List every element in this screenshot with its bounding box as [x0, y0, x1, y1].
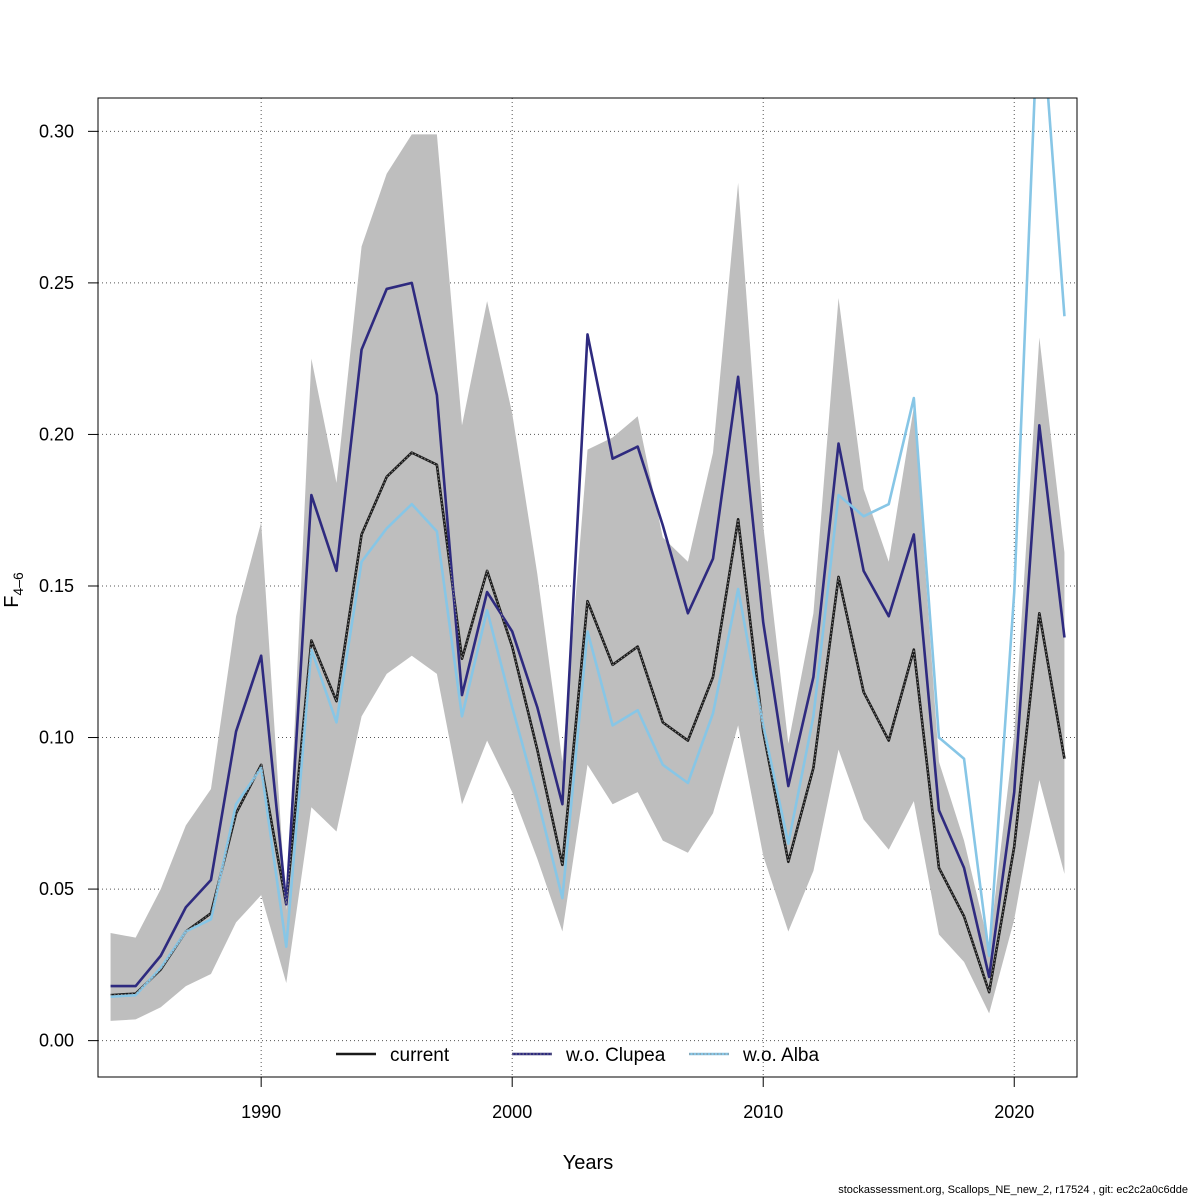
y-tick-label: 0.10 [39, 728, 74, 748]
legend-label: w.o. Clupea [565, 1045, 666, 1066]
x-axis: 1990 2000 2010 2020 [241, 1076, 1034, 1122]
legend-item-w-o-alba: w.o. Alba [689, 1045, 819, 1066]
legend: current w.o. Clupea w.o. Alba [336, 1045, 819, 1066]
y-axis-title-subscript: 4–6 [10, 572, 26, 596]
legend-item-w-o-clupea: w.o. Clupea [512, 1045, 666, 1066]
x-tick-label: 2020 [994, 1102, 1034, 1122]
y-axis-title-main: F [1, 596, 23, 608]
y-tick-label: 0.20 [39, 424, 74, 444]
y-axis-title: F4–6 [1, 572, 26, 608]
x-axis-title: Years [563, 1152, 613, 1174]
confidence-band-layer [110, 134, 1065, 1021]
series-line-w-o-alba [110, 98, 1066, 998]
x-tick-label: 2010 [743, 1102, 783, 1122]
legend-label: w.o. Alba [742, 1045, 819, 1066]
confidence-band [110, 134, 1065, 1021]
legend-label: current [390, 1045, 450, 1066]
legend-item-current: current [336, 1045, 450, 1066]
series-layer [110, 98, 1066, 998]
y-tick-label: 0.15 [39, 576, 74, 596]
series-line-current [110, 451, 1066, 997]
y-tick-label: 0.00 [39, 1031, 74, 1051]
footer-caption: stockassessment.org, Scallops_NE_new_2, … [838, 1184, 1188, 1196]
series-line-w-o-clupea [110, 281, 1066, 988]
x-tick-label: 2000 [492, 1102, 532, 1122]
y-tick-label: 0.05 [39, 879, 74, 899]
y-tick-label: 0.25 [39, 273, 74, 293]
x-tick-label: 1990 [241, 1102, 281, 1122]
y-axis: 0.00 0.05 0.10 0.15 0.20 0.25 0.30 [39, 121, 99, 1051]
y-tick-label: 0.30 [39, 121, 74, 141]
